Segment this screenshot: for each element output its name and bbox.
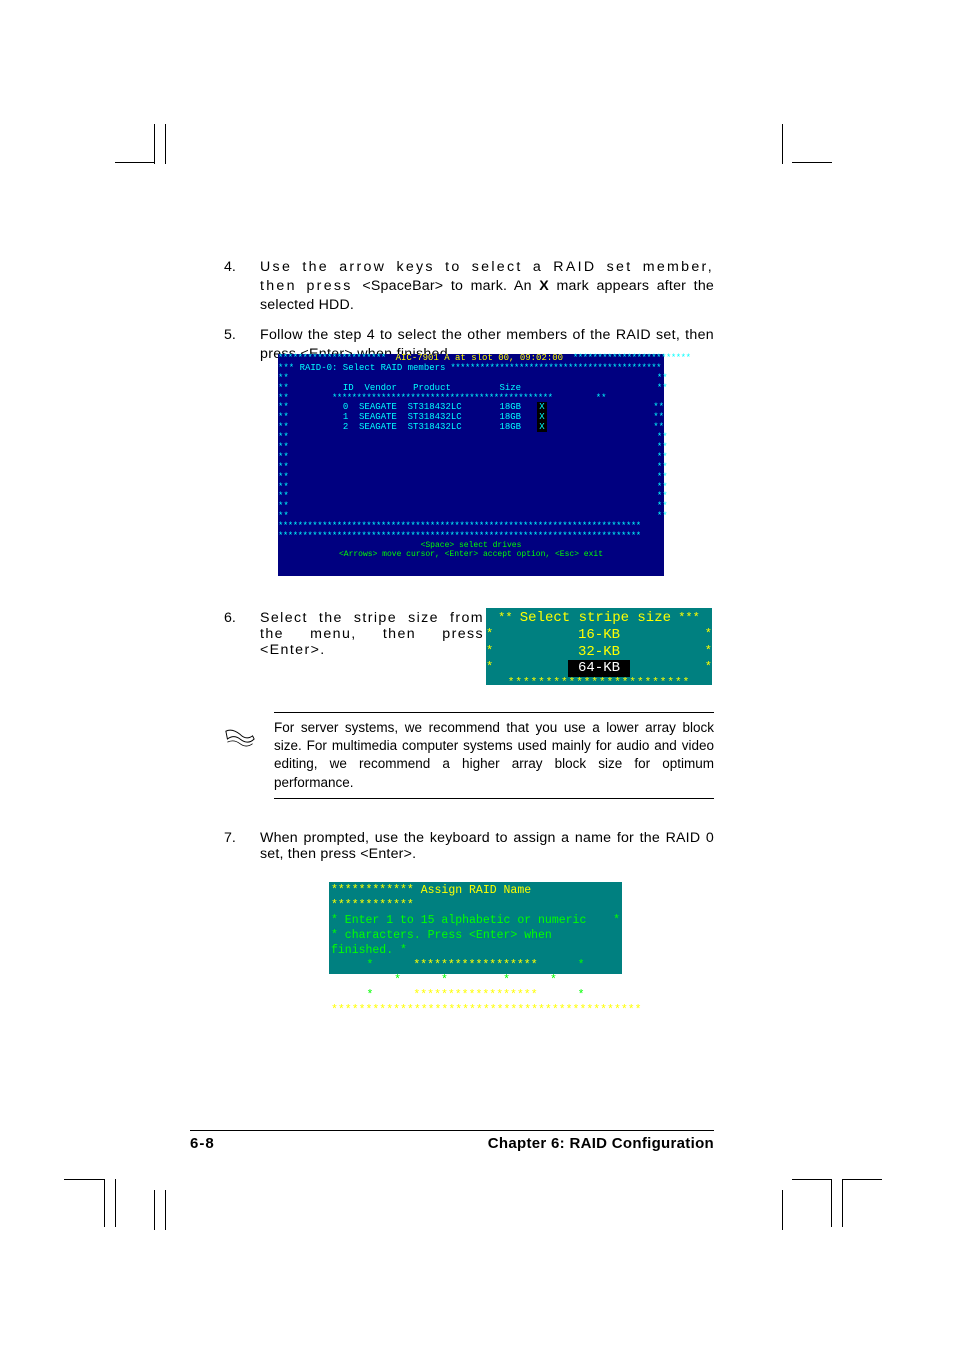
step-text: Use the arrow keys to select a RAID set … [260, 258, 714, 316]
crop-mark [792, 162, 832, 163]
stripe-item-0: 16-KB [578, 627, 620, 643]
step-text: Select the stripe size from the menu, th… [260, 610, 484, 658]
note-icon [224, 712, 274, 755]
crop-mark [154, 124, 155, 164]
crop-mark [64, 1179, 104, 1180]
bios-title: *** RAID-0: Select RAID members [278, 363, 445, 373]
crop-mark [842, 1179, 843, 1227]
stripe-item-1: 32-KB [578, 644, 620, 660]
crop-mark [154, 1190, 155, 1230]
crop-mark [115, 162, 155, 163]
col-id: ID [343, 383, 354, 393]
note-text: For server systems, we recommend that yo… [274, 712, 714, 799]
bios-header: AIC-7901 A at slot 00, 09:02:00 [396, 353, 563, 363]
bios-raid-members-screenshot: ********************** AIC-7901 A at slo… [278, 354, 664, 576]
assign-raid-name-screenshot: ************ Assign RAID Name **********… [329, 882, 622, 974]
crop-mark [782, 124, 783, 164]
raid-name-input: HR-ICH [455, 974, 496, 987]
crop-mark [165, 124, 166, 164]
raid-name-line1: * Enter 1 to 15 alphabetic or numeric [331, 914, 586, 927]
stripe-item-2-selected: 64-KB [568, 660, 630, 677]
col-size: Size [499, 383, 521, 393]
step7-block: 7. When prompted, use the keyboard to as… [224, 830, 714, 872]
raid-name-line2: * characters. Press <Enter> when finishe… [331, 929, 620, 959]
step-number: 6. [224, 610, 260, 658]
chapter-title: Chapter 6: RAID Configuration [488, 1135, 714, 1152]
crop-mark [165, 1190, 166, 1230]
step-text: When prompted, use the keyboard to assig… [260, 830, 714, 862]
crop-mark [782, 1190, 783, 1230]
crop-mark [104, 1179, 105, 1227]
crop-mark [792, 1179, 832, 1180]
step6-block: 6. Select the stripe size from the menu,… [224, 610, 484, 668]
crop-mark [831, 1179, 832, 1227]
step4-line2a: <SpaceBar> to mark. An [362, 278, 539, 294]
col-product: Product [413, 383, 451, 393]
note-block: For server systems, we recommend that yo… [224, 712, 714, 799]
raid-name-title: Assign RAID Name [421, 884, 531, 897]
step-number: 4. [224, 258, 260, 316]
bios-drive-row: ** 2 SEAGATE ST318432LC 18GB X** [278, 423, 664, 433]
page-footer: 6-8 Chapter 6: RAID Configuration [190, 1130, 714, 1152]
stripe-size-menu-screenshot: ** Select stripe size *** *16-KB* *32-KB… [486, 608, 712, 685]
crop-mark [842, 1179, 882, 1180]
crop-mark [115, 1179, 116, 1227]
step4-x: X [539, 278, 549, 294]
page-number: 6-8 [190, 1135, 215, 1152]
step-number: 7. [224, 830, 260, 862]
step-number: 5. [224, 326, 260, 364]
col-vendor: Vendor [364, 383, 396, 393]
stripe-title: Select stripe size [520, 610, 671, 626]
bios-footer-2: <Arrows> move cursor, <Enter> accept opt… [278, 551, 664, 560]
